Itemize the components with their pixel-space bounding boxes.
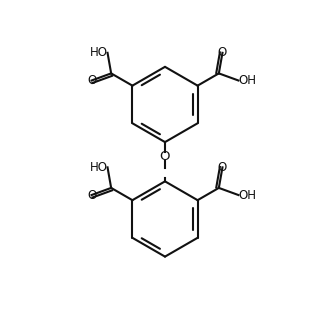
Text: OH: OH [239, 188, 256, 202]
Text: O: O [218, 161, 227, 174]
Text: HO: HO [89, 161, 108, 174]
Text: O: O [160, 150, 170, 163]
Text: O: O [218, 46, 227, 59]
Text: O: O [87, 74, 96, 87]
Text: OH: OH [239, 74, 256, 87]
Text: O: O [87, 188, 96, 202]
Text: HO: HO [89, 46, 108, 59]
